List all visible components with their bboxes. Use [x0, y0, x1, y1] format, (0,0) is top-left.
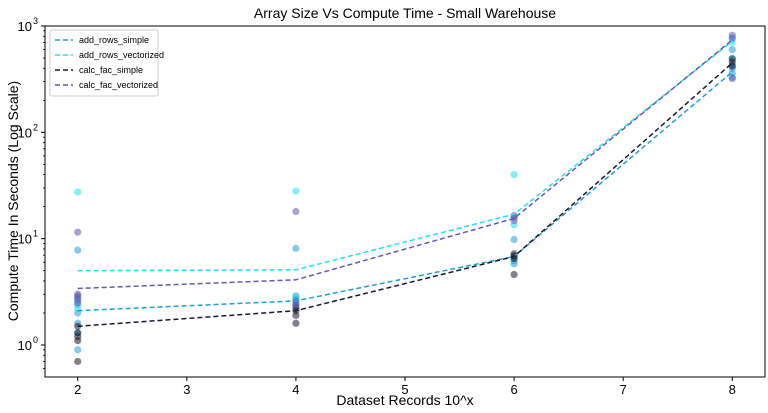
x-tick-label: 7 [620, 382, 627, 397]
x-tick-label: 5 [401, 382, 408, 397]
scatter-point [74, 246, 82, 254]
y-tick-label: 10 [18, 338, 32, 353]
legend-label: add_rows_vectorized [79, 50, 164, 60]
legend-label: add_rows_simple [79, 35, 149, 45]
x-tick-label: 6 [510, 382, 517, 397]
series-line [77, 39, 733, 290]
scatter-point [292, 187, 300, 195]
x-tick-label: 4 [292, 382, 299, 397]
series-line [77, 40, 733, 272]
scatter-point [728, 45, 736, 54]
scatter-point [74, 357, 82, 366]
y-tick-label: 10 [18, 19, 32, 34]
x-tick-label: 3 [183, 382, 190, 397]
scatter-point [728, 31, 736, 39]
y-tick-exponent: 0 [33, 335, 38, 345]
series-line [77, 62, 733, 328]
legend-box [49, 29, 159, 97]
scatter-point [510, 235, 518, 244]
y-tick-exponent: 3 [33, 16, 38, 26]
legend-label: calc_fac_simple [79, 65, 143, 75]
scatter-point [510, 211, 518, 220]
legend-label: calc_fac_vectorized [79, 80, 158, 90]
series-line [77, 71, 733, 312]
scatter-point [728, 55, 736, 63]
scatter-point [510, 270, 518, 279]
scatter-point [74, 329, 82, 337]
scatter-point [292, 319, 300, 327]
scatter-point [510, 171, 518, 179]
x-axis: 2 3 4 5 6 7 8 [74, 377, 736, 397]
y-tick-label: 10 [18, 125, 32, 140]
scatter-point [292, 244, 300, 252]
y-tick-label: 10 [18, 232, 32, 247]
x-tick-label: 8 [729, 382, 736, 397]
y-tick-exponent: 1 [33, 229, 38, 239]
x-axis-label: Dataset Records 10^x [336, 392, 473, 408]
y-tick-exponent: 2 [33, 122, 38, 132]
scatter-layer [74, 31, 736, 366]
scatter-point [74, 346, 82, 354]
y-axis-label: Compute Time In Seconds (Log Scale) [5, 81, 21, 321]
scatter-point [74, 290, 82, 298]
line-layer [77, 39, 733, 328]
x-tick-label: 2 [74, 382, 81, 397]
scatter-point [74, 228, 82, 236]
scatter-point [74, 188, 82, 196]
legend: add_rows_simple add_rows_vectorized calc_f… [49, 29, 164, 97]
scatter-point [292, 207, 300, 216]
chart-title: Array Size Vs Compute Time - Small Wareh… [254, 5, 556, 21]
scatter-point [728, 75, 736, 83]
